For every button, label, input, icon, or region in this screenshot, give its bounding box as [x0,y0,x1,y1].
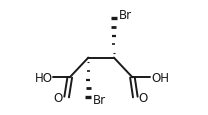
Text: O: O [139,91,148,104]
Text: O: O [54,91,63,104]
Text: OH: OH [151,71,169,84]
Text: Br: Br [93,93,106,106]
Text: Br: Br [119,9,132,22]
Text: HO: HO [34,71,52,84]
